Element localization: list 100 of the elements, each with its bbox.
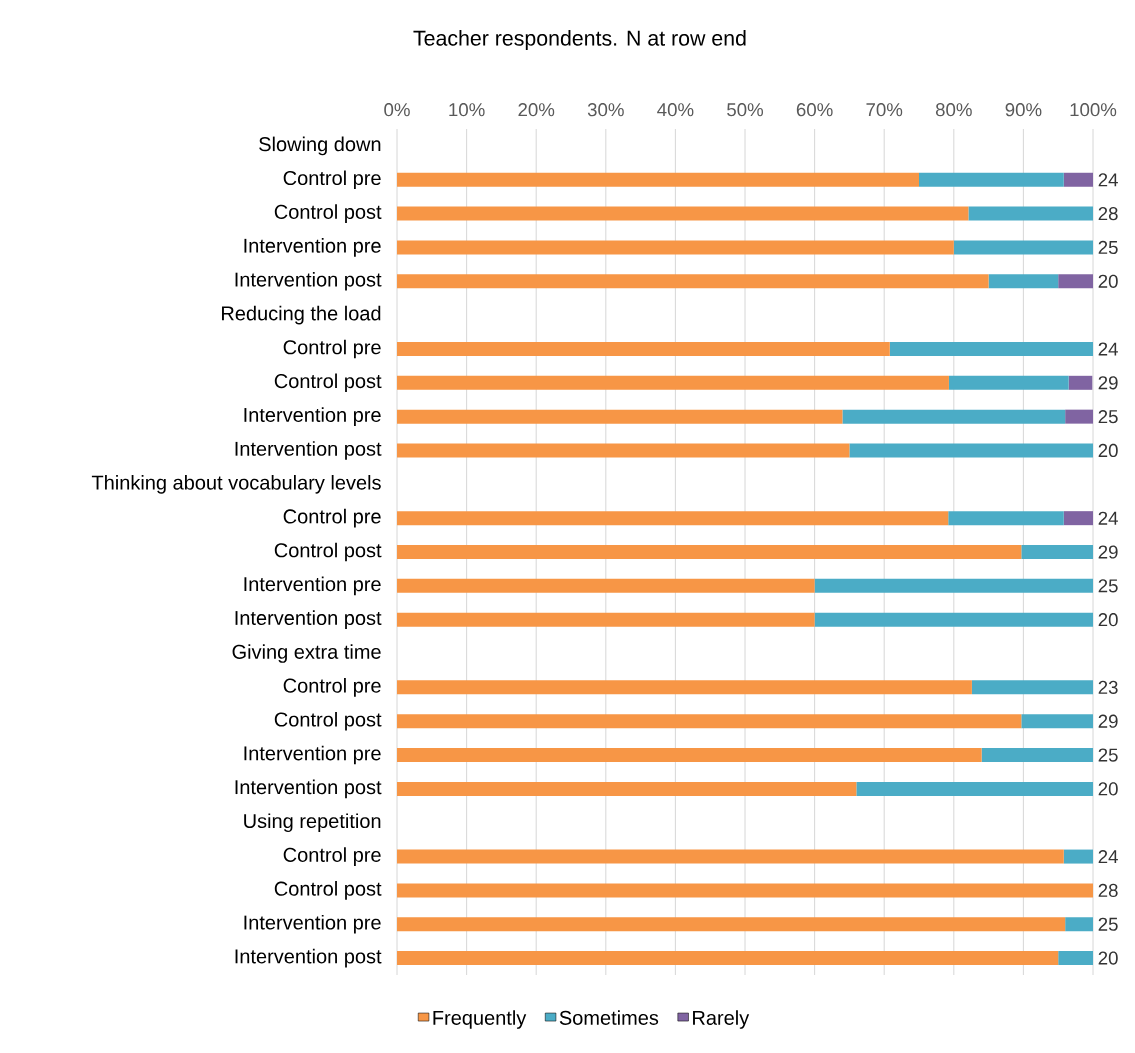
x-tick-label: 100% bbox=[1070, 103, 1117, 117]
text: 25 bbox=[1098, 579, 1118, 593]
x-tick-label: 80% bbox=[935, 103, 972, 117]
x-tick-label: 10% bbox=[449, 103, 485, 117]
bar bbox=[814, 578, 1094, 593]
x-tick-label: 90% bbox=[1005, 103, 1042, 117]
y-tick-label: Thinking about vocabulary levels bbox=[91, 475, 381, 494]
text: 29 bbox=[1098, 714, 1118, 728]
bar bbox=[971, 680, 1094, 695]
y-tick-label: Slowing down bbox=[259, 136, 381, 156]
y-tick-label: Intervention pre bbox=[244, 407, 381, 426]
bar bbox=[889, 341, 1094, 356]
bar bbox=[397, 680, 972, 695]
text: 24 bbox=[1098, 511, 1118, 525]
bar bbox=[397, 612, 815, 627]
y-tick-label: Intervention post bbox=[235, 441, 382, 460]
text: 20 bbox=[1098, 274, 1118, 288]
text: 28 bbox=[1098, 883, 1118, 898]
legend-label: Rarely bbox=[693, 1010, 750, 1029]
y-tick-label: Control post bbox=[274, 711, 382, 731]
bar bbox=[842, 409, 1066, 424]
y-tick-label: Reducing the load bbox=[222, 305, 381, 325]
y-tick-label: Control post bbox=[274, 542, 382, 562]
bar bbox=[397, 375, 949, 390]
x-tick-label: 60% bbox=[796, 103, 833, 117]
bar bbox=[856, 781, 1094, 796]
y-tick-label: Control pre bbox=[283, 170, 381, 190]
bar bbox=[981, 748, 1094, 763]
y-tick-label: Intervention post bbox=[235, 948, 382, 968]
bar bbox=[948, 511, 1064, 526]
chart-title: Teacher respondents. N at row end bbox=[413, 30, 746, 50]
bar bbox=[397, 849, 1064, 864]
text: 25 bbox=[1098, 240, 1118, 255]
bar bbox=[1063, 849, 1094, 864]
y-tick-label: Intervention pre bbox=[244, 745, 381, 765]
x-tick-label: 30% bbox=[587, 103, 624, 117]
bar bbox=[397, 545, 1022, 559]
bar bbox=[1065, 917, 1094, 932]
bar bbox=[988, 274, 1059, 289]
y-tick-label: Control pre bbox=[283, 847, 381, 866]
y-tick-label: Intervention post bbox=[235, 779, 382, 799]
text: 29 bbox=[1098, 376, 1118, 390]
bar bbox=[397, 781, 857, 796]
bar bbox=[968, 206, 1094, 221]
bar bbox=[397, 341, 890, 356]
bar bbox=[397, 714, 1022, 729]
bar bbox=[1065, 409, 1094, 424]
bar bbox=[919, 172, 1064, 187]
bar bbox=[1063, 172, 1094, 187]
x-tick-label: 20% bbox=[518, 103, 555, 117]
legend-label: Sometimes bbox=[559, 1010, 659, 1025]
bar bbox=[1021, 714, 1094, 729]
bar bbox=[397, 172, 920, 187]
text: 28 bbox=[1098, 206, 1118, 221]
y-tick-label: Giving extra time bbox=[232, 644, 381, 663]
x-tick-label: 0% bbox=[384, 103, 410, 117]
text: 29 bbox=[1098, 545, 1118, 559]
legend-label: Frequently bbox=[433, 1010, 527, 1029]
bar bbox=[1068, 375, 1093, 390]
x-tick-label: 70% bbox=[866, 103, 903, 117]
bar bbox=[397, 274, 989, 289]
text: 20 bbox=[1098, 443, 1118, 458]
text: 20 bbox=[1098, 782, 1118, 796]
bar bbox=[397, 578, 815, 593]
bar bbox=[1063, 511, 1094, 526]
text: 24 bbox=[1098, 850, 1118, 864]
y-tick-label: Intervention pre bbox=[244, 576, 381, 596]
bar bbox=[397, 511, 949, 526]
y-tick-label: Control post bbox=[274, 204, 382, 223]
bar bbox=[397, 951, 1059, 966]
bar bbox=[849, 443, 1094, 458]
text: 20 bbox=[1098, 613, 1118, 627]
y-tick-label: Control post bbox=[274, 881, 382, 900]
y-tick-label: Control pre bbox=[283, 339, 381, 359]
bar bbox=[1058, 274, 1094, 289]
y-tick-label: Intervention pre bbox=[244, 914, 381, 934]
bar bbox=[1058, 951, 1094, 966]
bar bbox=[814, 612, 1094, 627]
bar bbox=[953, 240, 1094, 255]
bar bbox=[397, 206, 969, 221]
bar bbox=[397, 409, 843, 424]
bar bbox=[397, 748, 982, 763]
text: 20 bbox=[1098, 951, 1118, 965]
text: 24 bbox=[1098, 342, 1118, 356]
y-tick-label: Control pre bbox=[283, 508, 381, 528]
y-tick-label: Control pre bbox=[283, 678, 381, 697]
y-tick-label: Control post bbox=[274, 373, 382, 393]
text: 25 bbox=[1098, 748, 1118, 762]
bar bbox=[397, 917, 1066, 932]
text: 25 bbox=[1098, 410, 1118, 424]
y-tick-label: Intervention post bbox=[235, 610, 382, 629]
y-tick-label: Intervention pre bbox=[244, 238, 381, 257]
bar bbox=[397, 883, 1094, 898]
bar bbox=[397, 240, 954, 255]
x-tick-label: 50% bbox=[727, 103, 764, 117]
text: 25 bbox=[1098, 917, 1118, 931]
bar bbox=[1021, 545, 1094, 559]
bar bbox=[397, 443, 850, 458]
text: 23 bbox=[1098, 680, 1118, 694]
y-tick-label: Intervention post bbox=[235, 271, 382, 291]
